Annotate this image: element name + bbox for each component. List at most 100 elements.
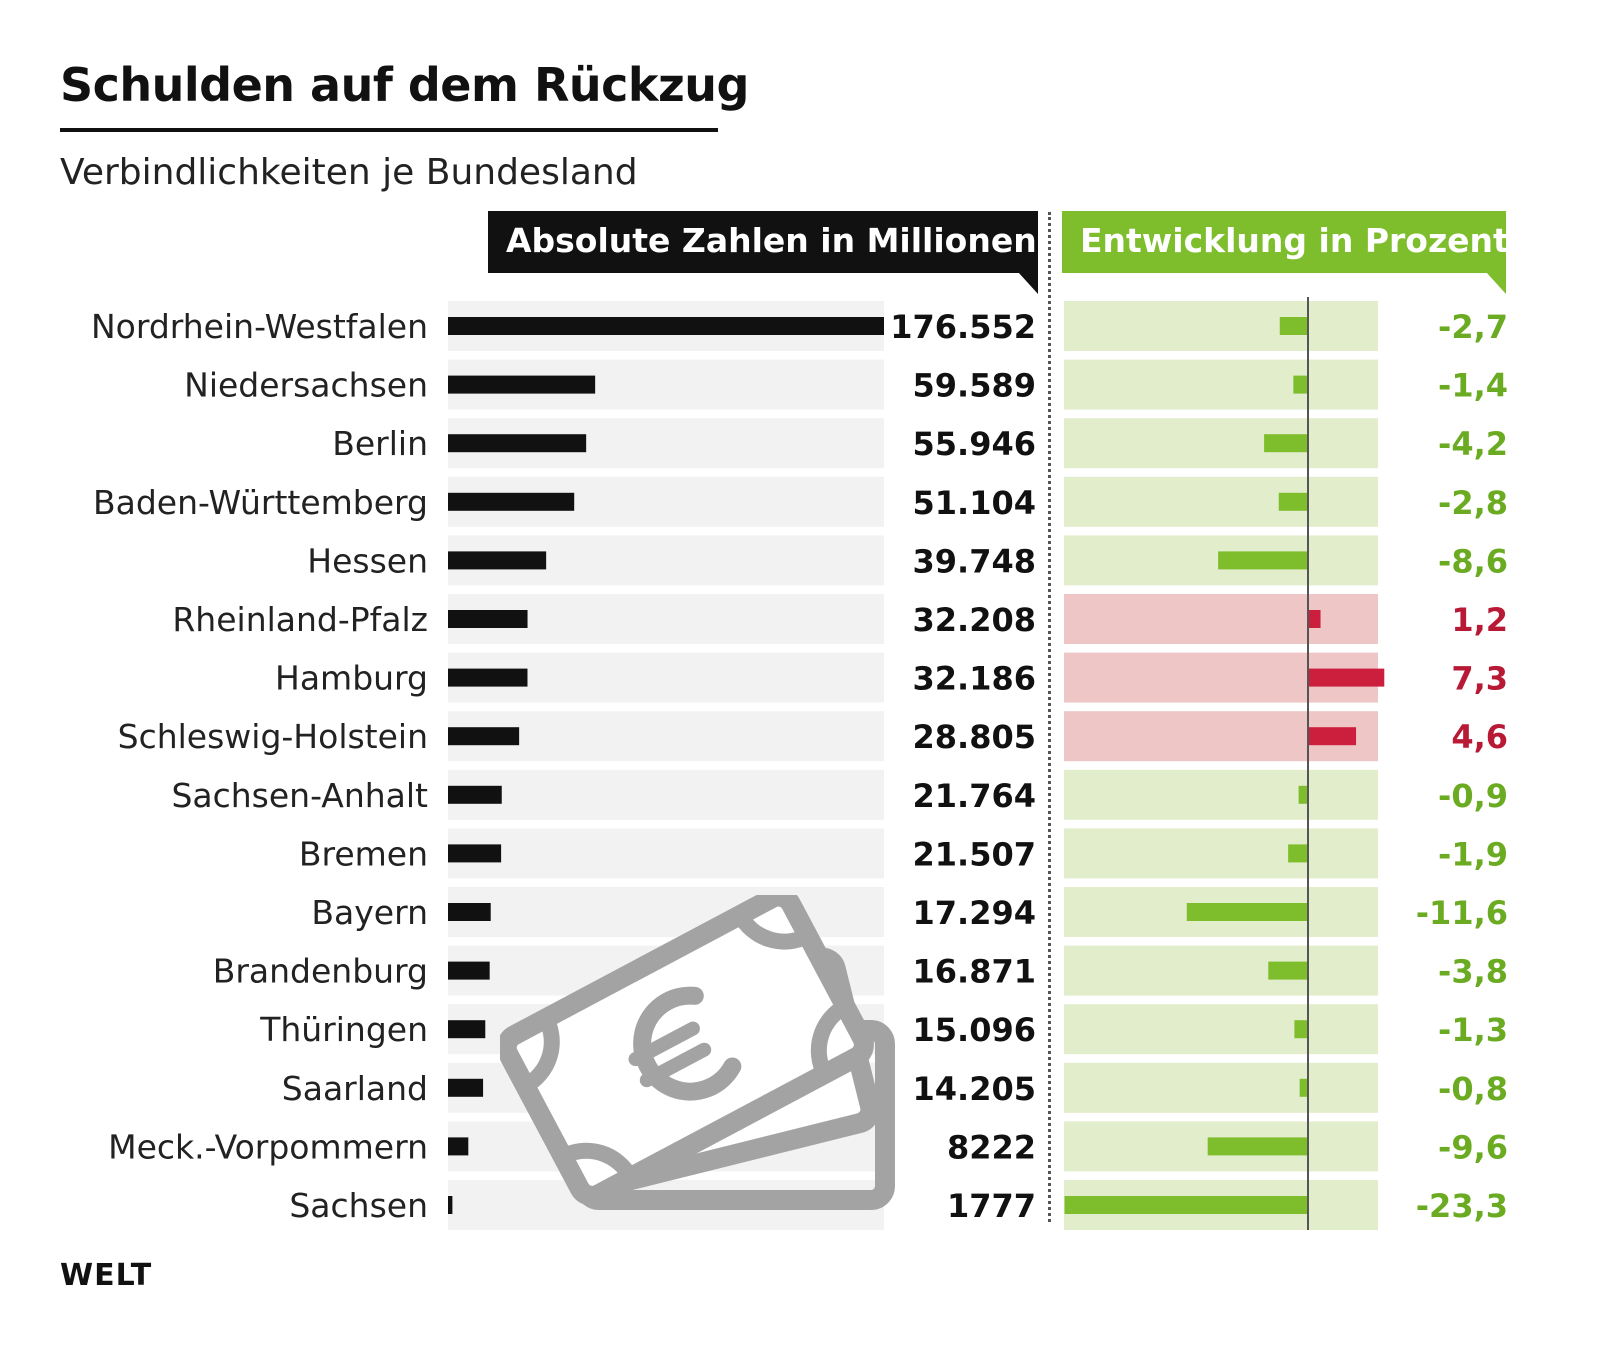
abs-value-label: 51.104 [913,484,1036,522]
category-label: Brandenburg [213,952,428,991]
abs-value-label: 15.096 [913,1011,1036,1049]
abs-value-label: 32.208 [913,601,1036,639]
pct-value-label: -11,6 [1416,894,1508,932]
pct-bar [1268,961,1308,980]
abs-value-label: 8222 [947,1128,1036,1166]
pct-value-label: -1,3 [1438,1011,1508,1049]
category-label: Sachsen-Anhalt [171,776,428,815]
abs-bar [448,844,502,863]
pct-row-bg [1064,769,1378,820]
pct-value-label: -3,8 [1438,953,1508,991]
category-label: Bremen [299,834,428,873]
category-label: Nordrhein-Westfalen [91,307,428,346]
abs-value-label: 14.205 [913,1070,1036,1108]
pct-bar [1298,785,1308,804]
pct-bar [1207,1137,1308,1156]
pct-value-label: -9,6 [1438,1128,1508,1166]
pct-row-bg [1064,1062,1378,1113]
category-label: Saarland [282,1069,428,1108]
abs-value-label: 16.871 [913,953,1036,991]
abs-bar [448,492,575,511]
abs-bar [448,903,491,921]
abs-bar [448,317,884,335]
pct-value-label: -1,9 [1438,835,1508,873]
abs-bar [448,1078,484,1097]
pct-value-label: -2,8 [1438,484,1508,522]
pct-row-bg [1064,945,1378,996]
abs-row-bg [448,711,884,762]
header-percent-tail [1486,272,1506,294]
pct-bar [1288,844,1308,863]
abs-value-label: 28.805 [913,718,1036,756]
pct-bar [1064,1196,1308,1214]
abs-value-label: 32.186 [913,660,1036,698]
abs-value-label: 17.294 [913,894,1036,932]
pct-bar [1218,551,1308,570]
pct-row-bg [1064,301,1378,351]
pct-value-label: -1,4 [1438,367,1508,405]
abs-bar [448,375,596,394]
pct-value-label: -0,9 [1438,777,1508,815]
pct-bar [1186,903,1308,921]
abs-bar [448,610,528,628]
abs-row-bg [448,828,884,879]
pct-row-bg [1064,594,1378,644]
pct-value-label: 1,2 [1451,601,1508,639]
abs-value-label: 59.589 [913,367,1036,405]
pct-value-label: -2,7 [1438,308,1508,346]
category-label: Thüringen [259,1010,428,1049]
pct-row-bg [1064,828,1378,879]
pct-value-label: -8,6 [1438,542,1508,580]
category-label: Hessen [307,541,428,580]
category-label: Hamburg [275,659,428,698]
category-label: Bayern [311,893,428,932]
abs-bar [448,785,502,804]
pct-value-label: -4,2 [1438,425,1508,463]
pct-value-label: -0,8 [1438,1070,1508,1108]
welt-logo: WELT [60,1258,153,1293]
pct-value-label: 4,6 [1451,718,1508,756]
pct-bar [1299,1078,1308,1097]
dotted-divider [1048,212,1051,1222]
pct-value-label: 7,3 [1451,660,1508,698]
category-label: Baden-Württemberg [93,483,428,522]
pct-bar [1264,434,1308,453]
abs-bar [448,1137,469,1156]
category-label: Meck.-Vorpommern [108,1127,428,1166]
abs-bar [448,551,547,570]
pct-value-label: -23,3 [1416,1187,1508,1225]
chart-title: Schulden auf dem Rückzug [60,58,749,112]
category-label: Schleswig-Holstein [118,717,428,756]
banknotes-outline [500,895,895,1210]
abs-value-label: 39.748 [913,542,1036,580]
pct-row-bg [1064,1004,1378,1055]
abs-bar [448,668,528,687]
category-label: Berlin [332,424,428,463]
abs-bar [448,1196,453,1214]
euro-banknotes-icon [500,895,895,1210]
pct-bar [1308,668,1385,687]
abs-value-label: 1777 [947,1187,1036,1225]
pct-row-bg [1064,476,1378,527]
header-percent: Entwicklung in Prozent [1062,211,1509,273]
pct-bar [1308,727,1357,746]
abs-row-bg [448,769,884,820]
pct-bar [1279,317,1308,335]
pct-bar [1278,492,1308,511]
category-label: Sachsen [289,1186,428,1225]
header-absolute: Absolute Zahlen in Millionen [488,211,1038,273]
pct-bar [1294,1020,1308,1039]
abs-value-label: 55.946 [913,425,1036,463]
category-label: Rheinland-Pfalz [172,600,428,639]
pct-bar [1308,610,1321,628]
abs-bar [448,434,587,453]
abs-value-label: 176.552 [890,308,1036,346]
abs-value-label: 21.507 [913,835,1036,873]
chart-subtitle: Verbindlichkeiten je Bundesland [60,152,638,193]
abs-value-label: 21.764 [913,777,1036,815]
category-label: Niedersachsen [184,366,428,405]
abs-bar [448,1020,486,1039]
abs-bar [448,727,520,746]
pct-row-bg [1064,359,1378,410]
title-underline [60,128,718,132]
